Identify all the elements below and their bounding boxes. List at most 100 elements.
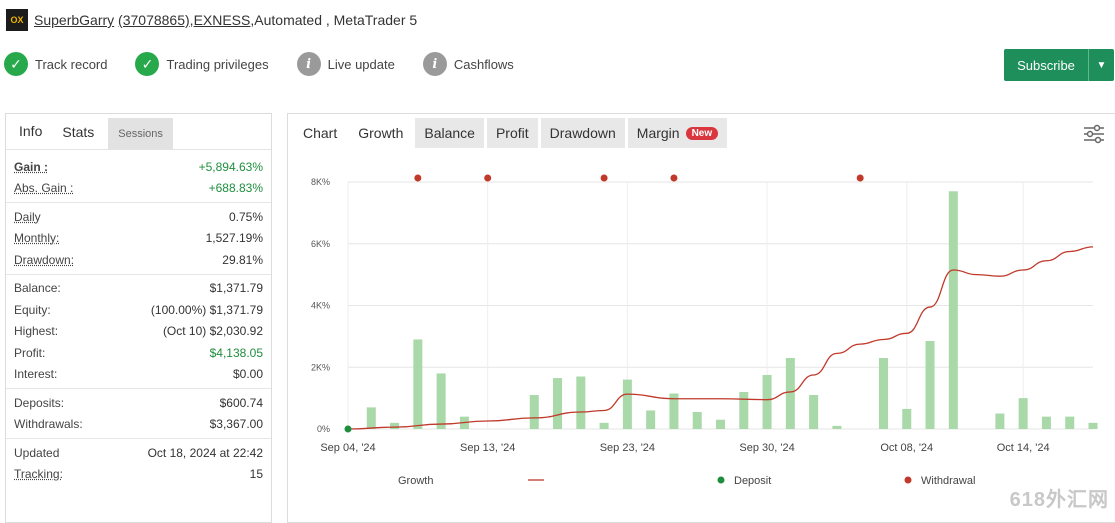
divider (6, 438, 271, 439)
stat-label[interactable]: Abs. Gain : (14, 181, 74, 196)
stat-daily: Daily 0.75% (6, 206, 271, 228)
tab-margin[interactable]: Margin New (627, 118, 728, 148)
withdrawal-marker (600, 174, 608, 182)
subscribe-button[interactable]: Subscribe ▼ (1004, 49, 1114, 81)
stat-monthly: Monthly: 1,527.19% (6, 228, 271, 250)
stat-value: (Oct 10) $2,030.92 (162, 324, 263, 339)
info-panel: Info Stats Sessions Gain : +5,894.63% Abs… (5, 113, 272, 523)
growth-bar (762, 374, 772, 429)
tab-profit[interactable]: Profit (486, 118, 538, 148)
subscribe-label: Subscribe (1017, 57, 1075, 73)
stat-value: +688.83% (208, 181, 263, 196)
x-tick-label: Sep 13, '24 (460, 442, 515, 454)
stat-value: $1,371.79 (209, 281, 263, 296)
stat-abs-gain: Abs. Gain : +688.83% (6, 178, 271, 200)
page-header: OX SuperbGarry (37078865) , EXNESS , Aut… (6, 9, 417, 31)
stat-label[interactable]: Gain : (14, 159, 49, 174)
user-link[interactable]: SuperbGarry (34, 12, 115, 28)
stat-value: +5,894.63% (198, 159, 263, 174)
stat-profit: Profit: $4,138.05 (6, 342, 271, 364)
stat-value: 29.81% (222, 252, 263, 267)
stat-value: $600.74 (219, 395, 263, 410)
stat-value: Oct 18, 2024 at 22:42 (147, 445, 263, 460)
tab-margin-label: Margin (636, 125, 680, 141)
tab-info[interactable]: Info (9, 114, 53, 149)
stat-value: 0.75% (228, 209, 263, 224)
chart-tabs: Chart Growth Balance Profit Drawdown Mar… (288, 114, 1115, 152)
stat-label: Highest: (14, 324, 59, 339)
growth-bar (716, 419, 725, 429)
account-link[interactable]: (37078865) (118, 12, 190, 28)
badge-trading-privileges: ✓ Trading privileges (135, 52, 269, 76)
legend-withdrawal-swatch (904, 476, 912, 484)
growth-bar (809, 395, 819, 429)
growth-bar (1088, 422, 1098, 429)
stat-value: (100.00%) $1,371.79 (150, 302, 263, 317)
growth-bar (739, 391, 749, 429)
stat-label: Withdrawals: (14, 417, 83, 432)
growth-chart[interactable]: 0% 2K% 4K% 6K% 8K% Sep 04, '24 Sep 13, '24 Sep … (288, 154, 1114, 520)
tab-growth[interactable]: Growth (349, 118, 413, 148)
stat-label[interactable]: Tracking: (14, 467, 63, 482)
stat-value: 1,527.19% (205, 231, 263, 246)
chart-panel: Chart Growth Balance Profit Drawdown Mar… (287, 113, 1115, 523)
broker-link[interactable]: EXNESS (193, 12, 251, 28)
tab-stats[interactable]: Stats (62, 123, 95, 140)
x-tick-label: Oct 08, '24 (880, 442, 933, 454)
withdrawal-marker (856, 174, 864, 182)
header-description: Automated , MetaTrader 5 (254, 12, 418, 28)
check-icon: ✓ (4, 52, 28, 76)
stat-tracking: Tracking: 15 (6, 464, 271, 486)
stat-balance: Balance: $1,371.79 (6, 278, 271, 300)
growth-bar (622, 379, 632, 429)
legend-withdrawal-label: Withdrawal (921, 475, 975, 487)
info-icon: i (296, 52, 321, 76)
stat-gain: Gain : +5,894.63% (6, 156, 271, 178)
stat-label: Interest: (14, 367, 58, 382)
growth-bar (1065, 416, 1075, 429)
growth-bar (599, 422, 609, 429)
chevron-down-icon[interactable]: ▼ (1088, 49, 1114, 81)
stat-interest: Interest: $0.00 (6, 364, 271, 386)
y-tick-label: 4K% (311, 301, 330, 311)
badge-label: Live update (327, 56, 395, 72)
sliders-icon[interactable] (1083, 124, 1105, 144)
x-tick-label: Sep 30, '24 (739, 442, 794, 454)
stat-equity: Equity: (100.00%) $1,371.79 (6, 299, 271, 321)
deposit-marker (344, 425, 352, 433)
withdrawal-marker (670, 174, 678, 182)
stat-label[interactable]: Drawdown: (14, 252, 75, 267)
info-icon: i (422, 52, 447, 76)
legend-growth-label: Growth (398, 475, 433, 487)
growth-bar (878, 357, 888, 429)
stat-label[interactable]: Monthly: (14, 231, 60, 246)
growth-bar (902, 408, 912, 429)
tab-chart[interactable]: Chart (294, 118, 347, 148)
stat-withdrawals: Withdrawals: $3,367.00 (6, 414, 271, 436)
stat-label[interactable]: Daily (14, 209, 41, 224)
withdrawal-marker (414, 174, 422, 182)
growth-bar (390, 422, 400, 429)
tab-balance[interactable]: Balance (415, 118, 484, 148)
divider (6, 202, 271, 203)
badge-label: Trading privileges (166, 56, 269, 72)
header-sep-2: , (250, 12, 255, 28)
new-badge: New (685, 126, 719, 140)
stat-label: Balance: (14, 281, 61, 296)
tab-sessions[interactable]: Sessions (108, 118, 173, 149)
info-tabs: Info Stats Sessions (6, 114, 271, 150)
growth-bar (948, 191, 958, 429)
growth-bar (366, 407, 376, 429)
growth-bar (692, 412, 702, 429)
watermark: 618外汇网 (1009, 489, 1109, 511)
growth-bar (646, 410, 656, 429)
x-tick-label: Sep 04, '24 (320, 442, 375, 454)
stat-label: Updated (14, 445, 60, 460)
growth-bar (553, 378, 563, 429)
stat-drawdown: Drawdown: 29.81% (6, 249, 271, 271)
y-tick-label: 2K% (311, 362, 330, 372)
stat-deposits: Deposits: $600.74 (6, 392, 271, 414)
check-icon: ✓ (135, 52, 160, 76)
tab-drawdown[interactable]: Drawdown (540, 118, 625, 148)
growth-line (347, 246, 1094, 430)
